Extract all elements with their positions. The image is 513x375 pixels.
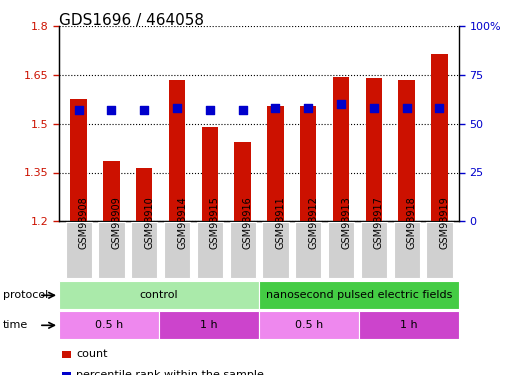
Bar [59,281,259,309]
Point [337,101,345,107]
Text: 1 h: 1 h [400,320,418,330]
Bar [234,142,251,221]
Text: GSM93917: GSM93917 [374,196,384,249]
Point [239,107,247,113]
FancyBboxPatch shape [164,222,190,278]
Text: GSM93911: GSM93911 [275,196,285,249]
Text: GSM93918: GSM93918 [407,196,417,249]
Bar [399,80,415,221]
Text: protocol: protocol [3,290,48,300]
FancyBboxPatch shape [295,222,321,278]
Text: GDS1696 / 464058: GDS1696 / 464058 [59,13,204,28]
FancyBboxPatch shape [328,222,354,278]
FancyBboxPatch shape [66,222,92,278]
Bar [359,311,459,339]
Text: 0.5 h: 0.5 h [295,320,323,330]
Bar [59,311,159,339]
Bar [431,54,448,221]
Bar [103,161,120,221]
Point [74,107,83,113]
Text: GSM93916: GSM93916 [243,196,253,249]
Bar [202,127,218,221]
Point [304,105,312,111]
Bar [259,311,359,339]
Point [271,105,280,111]
Bar [136,168,152,221]
FancyBboxPatch shape [131,222,157,278]
Text: percentile rank within the sample: percentile rank within the sample [76,370,264,375]
FancyBboxPatch shape [393,222,420,278]
Text: GSM93913: GSM93913 [341,196,351,249]
Text: control: control [140,290,179,300]
Text: 1 h: 1 h [200,320,218,330]
Text: GSM93908: GSM93908 [78,196,89,249]
Point [173,105,181,111]
Bar [333,76,349,221]
Point [403,105,411,111]
FancyBboxPatch shape [262,222,289,278]
Text: time: time [3,320,28,330]
Point [436,105,444,111]
Point [140,107,148,113]
Bar [366,78,382,221]
Bar [300,106,317,221]
Text: GSM93912: GSM93912 [308,196,318,249]
Text: GSM93909: GSM93909 [111,196,122,249]
Bar [259,281,459,309]
Bar [159,311,259,339]
FancyBboxPatch shape [98,222,125,278]
Text: 0.5 h: 0.5 h [95,320,123,330]
Bar [70,99,87,221]
Text: GSM93914: GSM93914 [177,196,187,249]
Bar [267,106,284,221]
Bar [169,80,185,221]
FancyBboxPatch shape [197,222,223,278]
Text: GSM93919: GSM93919 [440,196,449,249]
Point [370,105,378,111]
Text: count: count [76,350,107,359]
Point [206,107,214,113]
Point [107,107,115,113]
FancyBboxPatch shape [229,222,256,278]
Text: nanosecond pulsed electric fields: nanosecond pulsed electric fields [266,290,452,300]
Text: GSM93910: GSM93910 [144,196,154,249]
FancyBboxPatch shape [426,222,452,278]
Text: GSM93915: GSM93915 [210,196,220,249]
FancyBboxPatch shape [361,222,387,278]
